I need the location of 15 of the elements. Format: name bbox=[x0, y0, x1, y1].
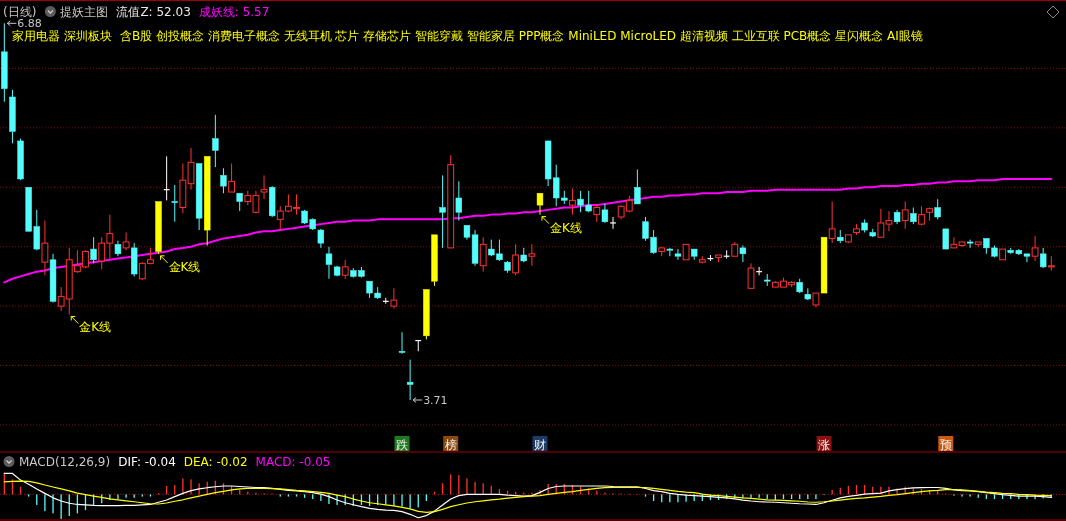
annotation: 金K线 bbox=[549, 220, 582, 235]
chart-title: (日线) bbox=[3, 5, 37, 19]
chart-title: MACD(12,26,9) bbox=[19, 455, 111, 469]
text: MACD: -0.05 bbox=[255, 455, 331, 469]
annotation: 含B股 创投概念 消费电子概念 无线耳机 芯片 存储芯片 智能穿戴 智能家居 PPP概念 MiniLED MicroLED 超清视频 工业互联 PCB概念 星闪概念 AI眼镜 bbox=[120, 29, 923, 43]
annotation: 家用电器 深圳板块 bbox=[12, 29, 112, 43]
text: DIF: -0.04 bbox=[118, 455, 176, 469]
annotation: 金K线 bbox=[168, 259, 201, 274]
annotation: 3.71 bbox=[423, 394, 448, 407]
text: 成妖线: 5.57 bbox=[198, 5, 270, 19]
series-label: DEA: -0.02 bbox=[183, 455, 248, 469]
annotation: 6.88 bbox=[17, 17, 42, 31]
text: 流值Z: 52.03 bbox=[116, 5, 191, 19]
annotation: 金K线 bbox=[79, 320, 112, 335]
text: 提妖主图 bbox=[60, 5, 109, 19]
